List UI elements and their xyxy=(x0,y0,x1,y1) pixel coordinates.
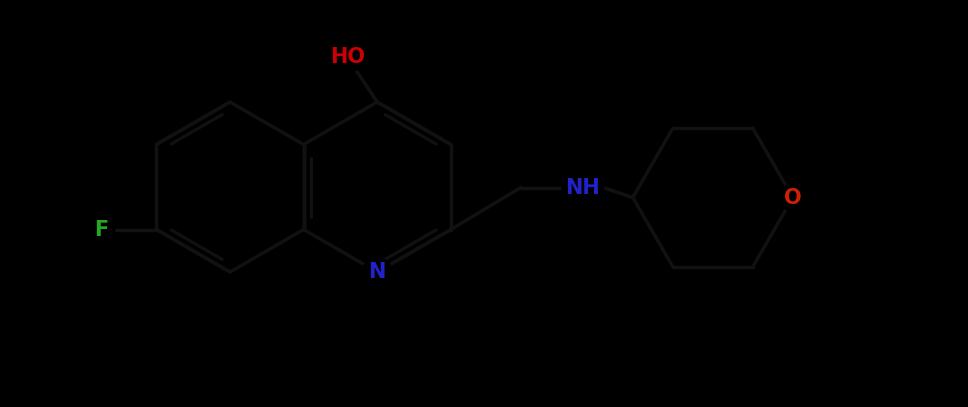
Ellipse shape xyxy=(89,215,114,243)
Text: N: N xyxy=(369,262,386,282)
Text: HO: HO xyxy=(330,47,365,67)
Ellipse shape xyxy=(780,184,805,212)
Ellipse shape xyxy=(321,43,374,71)
Ellipse shape xyxy=(561,173,604,201)
Text: O: O xyxy=(784,188,802,208)
Text: F: F xyxy=(94,219,108,239)
Ellipse shape xyxy=(362,258,392,286)
Text: NH: NH xyxy=(565,177,600,197)
